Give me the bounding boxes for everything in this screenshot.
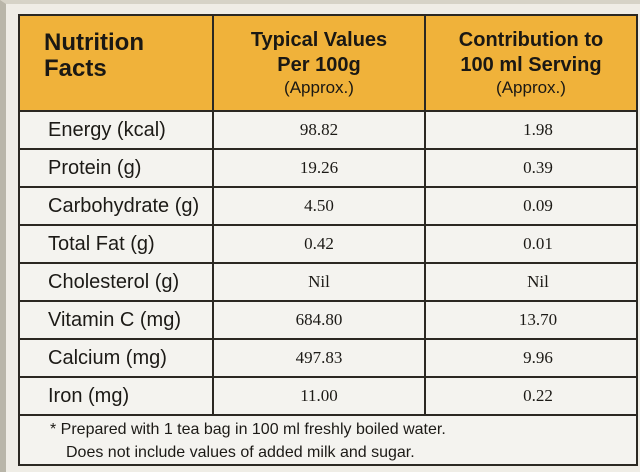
value-per-100g: 684.80 [212, 300, 426, 340]
nutrient-name: Cholesterol (g) [18, 262, 214, 302]
per-serving-title-line2: 100 ml Serving [460, 54, 602, 76]
value-per-serving: 1.98 [424, 110, 638, 150]
value-per-serving: 0.22 [424, 376, 638, 416]
per-serving-title-line1: Contribution to [458, 29, 604, 51]
value-per-100g: 19.26 [212, 148, 426, 188]
nutrient-name: Total Fat (g) [18, 224, 214, 264]
value-per-serving: 0.01 [424, 224, 638, 264]
nutrient-name: Calcium (mg) [18, 338, 214, 378]
footnote-cell: * Prepared with 1 tea bag in 100 ml fres… [18, 414, 638, 466]
header-per-serving: Contribution to 100 ml Serving (Approx.) [424, 14, 638, 112]
nutrient-name: Vitamin C (mg) [18, 300, 214, 340]
table-row: Cholesterol (g) Nil Nil [18, 262, 638, 302]
header-per-100g: Typical Values Per 100g (Approx.) [212, 14, 426, 112]
nutrition-table: Nutrition Facts Typical Values Per 100g … [18, 14, 638, 466]
table-row: Protein (g) 19.26 0.39 [18, 148, 638, 188]
table-header-row: Nutrition Facts Typical Values Per 100g … [18, 14, 638, 112]
nutrient-name: Energy (kcal) [18, 110, 214, 150]
per-100g-note: (Approx.) [284, 78, 354, 97]
table-row: Energy (kcal) 98.82 1.98 [18, 110, 638, 150]
table-row: Carbohydrate (g) 4.50 0.09 [18, 186, 638, 226]
footnote-line2: Does not include values of added milk an… [66, 444, 415, 461]
header-nutrition-facts: Nutrition Facts [18, 14, 214, 112]
value-per-100g: 497.83 [212, 338, 426, 378]
table-row: Calcium (mg) 497.83 9.96 [18, 338, 638, 378]
nutrition-facts-title: Nutrition Facts [44, 29, 144, 82]
value-per-100g: 11.00 [212, 376, 426, 416]
per-100g-title-line2: Per 100g [277, 54, 361, 76]
value-per-100g: Nil [212, 262, 426, 302]
value-per-serving: 9.96 [424, 338, 638, 378]
value-per-serving: 13.70 [424, 300, 638, 340]
value-per-100g: 98.82 [212, 110, 426, 150]
value-per-100g: 4.50 [212, 186, 426, 226]
value-per-serving: 0.09 [424, 186, 638, 226]
footnote-row: * Prepared with 1 tea bag in 100 ml fres… [18, 414, 638, 466]
footnote-line1: * Prepared with 1 tea bag in 100 ml fres… [50, 421, 446, 438]
value-per-100g: 0.42 [212, 224, 426, 264]
nutrient-name: Protein (g) [18, 148, 214, 188]
value-per-serving: 0.39 [424, 148, 638, 188]
table-row: Total Fat (g) 0.42 0.01 [18, 224, 638, 264]
value-per-serving: Nil [424, 262, 638, 302]
table-row: Iron (mg) 11.00 0.22 [18, 376, 638, 416]
table-row: Vitamin C (mg) 684.80 13.70 [18, 300, 638, 340]
per-100g-title-line1: Typical Values [250, 29, 388, 51]
nutrient-name: Iron (mg) [18, 376, 214, 416]
nutrient-name: Carbohydrate (g) [18, 186, 214, 226]
per-serving-note: (Approx.) [496, 78, 566, 97]
